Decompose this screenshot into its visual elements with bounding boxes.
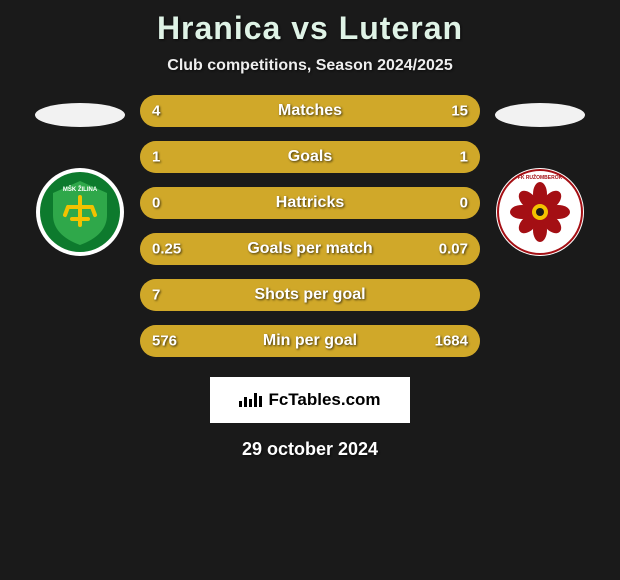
club-badge-left: MŠK ŽILINA — [35, 167, 125, 257]
bar-left-value: 0.25 — [152, 241, 181, 258]
stat-bar: 0 0 Hattricks — [140, 187, 480, 219]
svg-text:FK RUŽOMBEROK: FK RUŽOMBEROK — [518, 173, 563, 181]
right-column: FK RUŽOMBEROK — [480, 95, 600, 257]
bar-label: Min per goal — [263, 332, 357, 350]
svg-text:MŠK ŽILINA: MŠK ŽILINA — [63, 185, 98, 193]
stat-bar: 4 15 Matches — [140, 95, 480, 127]
stat-bars: 4 15 Matches 1 1 Goals 0 0 Hattricks 0.25 0.07 Goal… — [140, 95, 480, 357]
bar-right-value: 1 — [460, 149, 468, 166]
bar-left-value: 576 — [152, 333, 177, 350]
bar-right-value: 0 — [460, 195, 468, 212]
stat-bar: 0.25 0.07 Goals per match — [140, 233, 480, 265]
bar-left-fill — [140, 141, 310, 173]
subtitle: Club competitions, Season 2024/2025 — [167, 57, 452, 75]
brand-box[interactable]: FcTables.com — [210, 377, 410, 423]
bar-right-value: 15 — [451, 103, 468, 120]
bar-right-fill — [310, 141, 480, 173]
chart-icon — [239, 393, 262, 407]
comparison-card: Hranica vs Luteran Club competitions, Se… — [0, 0, 620, 460]
bar-label: Shots per goal — [254, 286, 365, 304]
player1-silhouette — [35, 103, 125, 127]
player2-name: Luteran — [339, 10, 463, 46]
bar-right-value: 0.07 — [439, 241, 468, 258]
brand-label: FcTables.com — [268, 390, 380, 410]
bar-label: Goals — [288, 148, 332, 166]
bar-right-value: 1684 — [435, 333, 468, 350]
stat-bar: 7 Shots per goal — [140, 279, 480, 311]
zilina-badge-icon: MŠK ŽILINA — [35, 167, 125, 257]
bar-label: Matches — [278, 102, 342, 120]
bar-right-fill — [211, 95, 480, 127]
vs-label: vs — [291, 10, 329, 46]
left-column: MŠK ŽILINA — [20, 95, 140, 257]
stat-bar: 1 1 Goals — [140, 141, 480, 173]
stat-bar: 576 1684 Min per goal — [140, 325, 480, 357]
ruzomberok-badge-icon: FK RUŽOMBEROK — [495, 167, 585, 257]
bar-left-value: 1 — [152, 149, 160, 166]
main-row: MŠK ŽILINA 415Matches11Goals00Hattricks0… — [0, 95, 620, 357]
bar-label: Hattricks — [276, 194, 344, 212]
date-label: 29 october 2024 — [242, 439, 378, 460]
player1-name: Hranica — [157, 10, 281, 46]
page-title: Hranica vs Luteran — [157, 10, 463, 47]
club-badge-right: FK RUŽOMBEROK — [495, 167, 585, 257]
bar-left-value: 7 — [152, 287, 160, 304]
bar-left-value: 4 — [152, 103, 160, 120]
bar-left-fill — [140, 95, 211, 127]
bar-label: Goals per match — [247, 240, 372, 258]
player2-silhouette — [495, 103, 585, 127]
bar-left-value: 0 — [152, 195, 160, 212]
